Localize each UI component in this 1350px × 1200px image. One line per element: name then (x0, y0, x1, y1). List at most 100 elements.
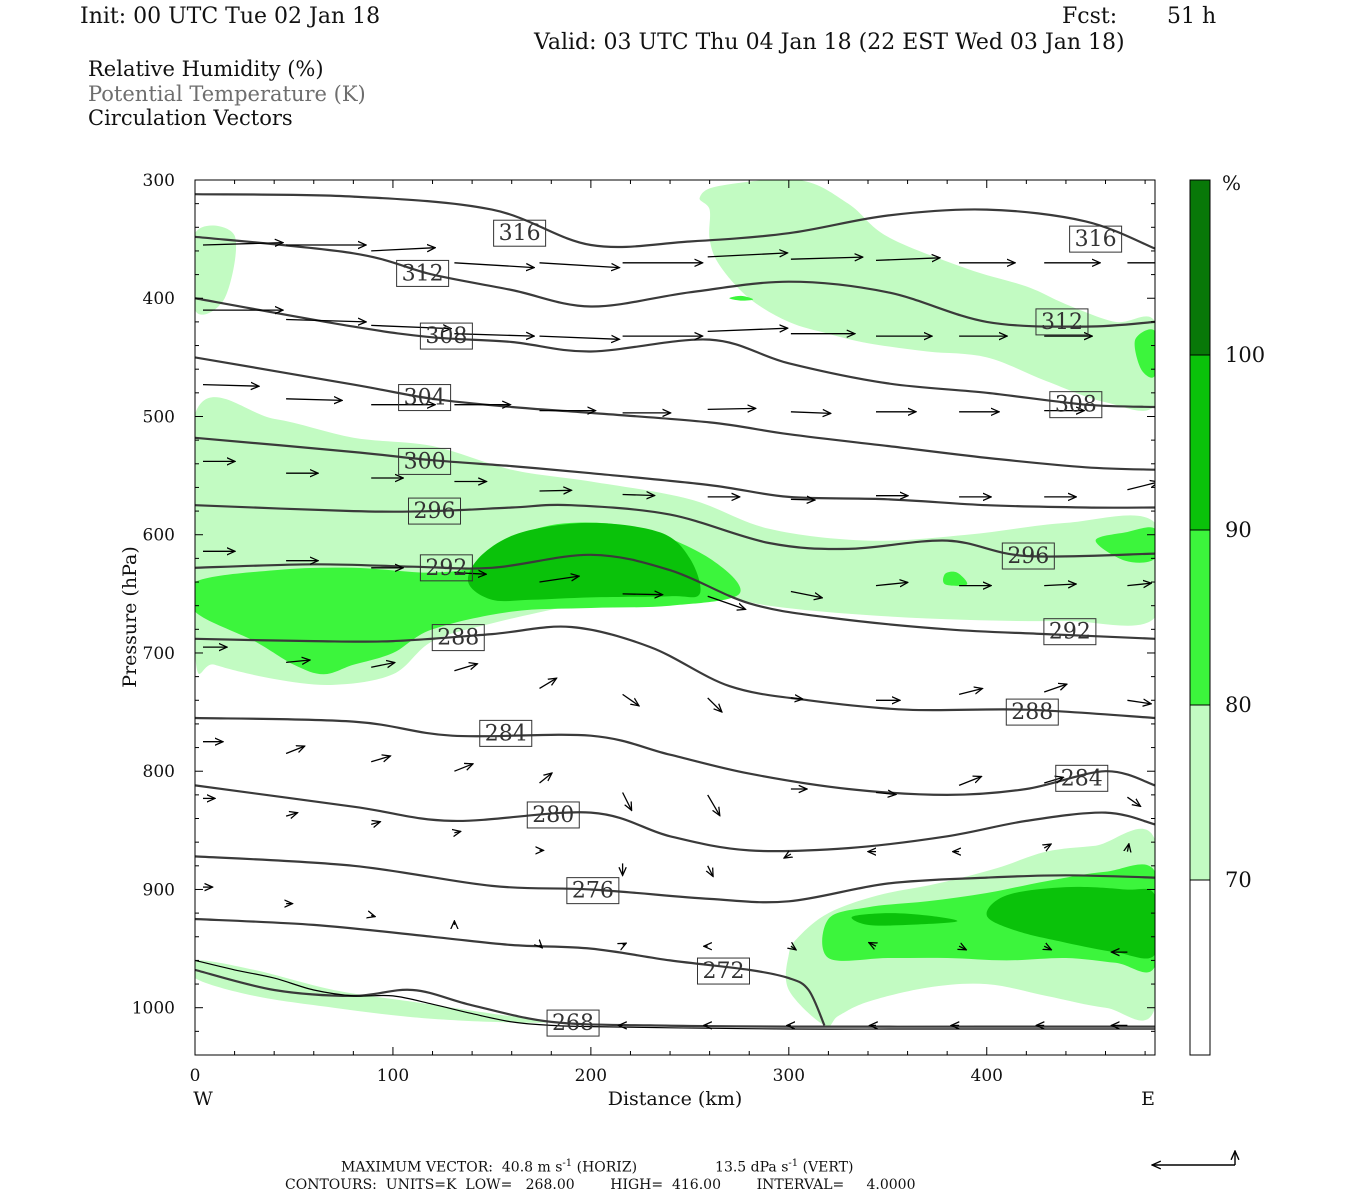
circulation-vector (1127, 583, 1151, 585)
y-tick-label: 700 (143, 644, 175, 664)
circulation-vector (371, 822, 380, 825)
circulation-vector (454, 664, 477, 672)
rh-region-80 (943, 571, 968, 586)
circulation-vector (708, 865, 713, 877)
theta-label-text: 288 (1011, 700, 1053, 725)
circulation-vector (371, 756, 390, 763)
circulation-vector (875, 793, 896, 795)
circulation-vector (202, 243, 283, 245)
max-vector-horiz: MAXIMUM VECTOR: 40.8 m s (341, 1159, 563, 1176)
y-axis-label: Pressure (hPa) (119, 546, 141, 688)
circulation-vector (707, 697, 722, 712)
legend-potential-temperature: Potential Temperature (K) (88, 82, 366, 106)
colorbar-unit: % (1222, 171, 1241, 195)
theta-label-box (1043, 618, 1097, 646)
circulation-vector (1044, 844, 1051, 848)
theta-label-box (526, 801, 580, 829)
axes-layer: 300 400 500 600 700 800 900 1000 0 100 200 300 400 Di… (119, 171, 1155, 1110)
circulation-vector (1043, 684, 1067, 693)
circulation-vector (371, 248, 435, 251)
circulation-vector (539, 490, 572, 491)
theta-label-text: 268 (552, 1011, 594, 1036)
plot-frame (194, 179, 1156, 1056)
rh-region-80 (1134, 329, 1155, 378)
circulation-vector (958, 689, 982, 696)
circulation-vector (707, 408, 756, 409)
colorbar-level-100: 100 (1225, 343, 1265, 367)
circulation-vector (790, 499, 815, 500)
circulation-vector (1044, 946, 1051, 950)
circulation-vector (539, 678, 557, 689)
theta-label-box (398, 447, 452, 475)
circulation-vector (371, 325, 451, 328)
x-tick-label: 0 (190, 1066, 201, 1086)
circulation-vector (790, 257, 863, 259)
theta-label-316: 316 (493, 219, 547, 247)
init-time: Init: 00 UTC Tue 02 Jan 18 (80, 4, 381, 29)
y-tick-label: 900 (143, 880, 175, 900)
colorbar-swatch (1189, 179, 1211, 356)
circulation-vector (622, 792, 632, 811)
circulation-vector (286, 399, 342, 401)
x-tick-label: 300 (773, 1066, 805, 1086)
theta-label-300: 300 (398, 447, 452, 475)
circulation-vector (371, 916, 375, 917)
valid-time: Valid: 03 UTC Thu 04 Jan 18 (22 EST Wed … (534, 30, 1125, 55)
theta-contour-300 (195, 436, 1155, 509)
theta-label-text: 284 (485, 721, 527, 746)
circulation-vector (454, 764, 473, 772)
y-tick-label: 1000 (132, 999, 175, 1019)
theta-contour-292 (195, 553, 1155, 640)
circulation-vector (539, 336, 620, 339)
rh-region-70 (195, 960, 552, 1023)
y-tick-label: 600 (143, 526, 175, 546)
x-tick-label: 100 (377, 1066, 409, 1086)
theta-label-box (1035, 308, 1089, 336)
circulation-vector (371, 663, 395, 668)
theta-label-text: 312 (402, 261, 444, 286)
theta-label-292: 292 (1043, 618, 1097, 646)
theta-label-308: 308 (1049, 391, 1103, 419)
legend-relative-humidity: Relative Humidity (%) (88, 57, 324, 81)
circulation-vector (707, 253, 788, 258)
circulation-vector (539, 262, 620, 268)
rh-region-90 (986, 886, 1155, 959)
theta-label-284: 284 (479, 719, 533, 747)
theta-contour-284 (195, 716, 1155, 797)
rh-region-90 (851, 913, 958, 926)
theta-label-box (398, 384, 452, 412)
theta-label-box (419, 322, 473, 350)
y-tick-label: 400 (143, 289, 175, 309)
theta-label-box (696, 957, 750, 985)
circulation-vector (202, 385, 259, 387)
theta-label-text: 276 (572, 879, 614, 904)
x-tick-label: 400 (971, 1066, 1003, 1086)
circulation-vector (1127, 482, 1155, 491)
circulation-vector (454, 573, 486, 575)
theta-label-box (1055, 764, 1109, 792)
circulation-vector (539, 576, 580, 583)
circulation-vector (454, 262, 534, 268)
circulation-vector (959, 946, 966, 950)
theta-label-296: 296 (1001, 542, 1055, 570)
circulation-vector (1044, 777, 1063, 784)
theta-label-text: 300 (404, 449, 446, 474)
max-vector-horiz-exp: -1 (562, 1158, 573, 1169)
max-vector-info: MAXIMUM VECTOR: 40.8 m s-1 (HORIZ) 13.5 d… (341, 1158, 853, 1176)
circulation-vector (622, 693, 639, 705)
theta-contour-296 (195, 503, 1155, 558)
theta-label-304: 304 (398, 384, 452, 412)
theta-label-box (419, 554, 473, 582)
circulation-vector (707, 794, 720, 816)
theta-label-text: 308 (425, 324, 467, 349)
circulation-vector (454, 831, 460, 832)
x-axis-label: Distance (km) (608, 1088, 743, 1110)
theta-label-308: 308 (419, 322, 473, 350)
circulation-vector (784, 854, 791, 858)
circulation-vector (790, 698, 803, 699)
theta-contour-280 (195, 784, 1155, 853)
theta-label-text: 296 (414, 499, 456, 524)
circulation-vector (1127, 796, 1140, 806)
theta-label-box (546, 1009, 600, 1037)
